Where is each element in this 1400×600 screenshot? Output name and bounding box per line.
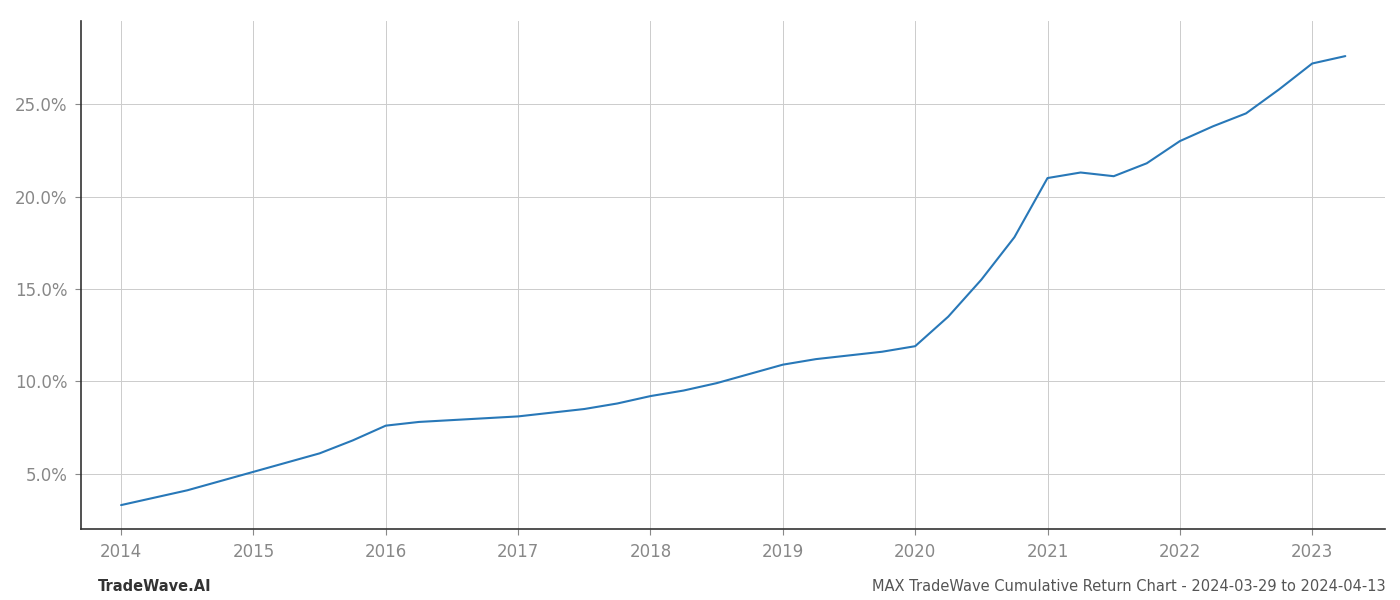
Text: MAX TradeWave Cumulative Return Chart - 2024-03-29 to 2024-04-13: MAX TradeWave Cumulative Return Chart - … bbox=[872, 579, 1386, 594]
Text: TradeWave.AI: TradeWave.AI bbox=[98, 579, 211, 594]
